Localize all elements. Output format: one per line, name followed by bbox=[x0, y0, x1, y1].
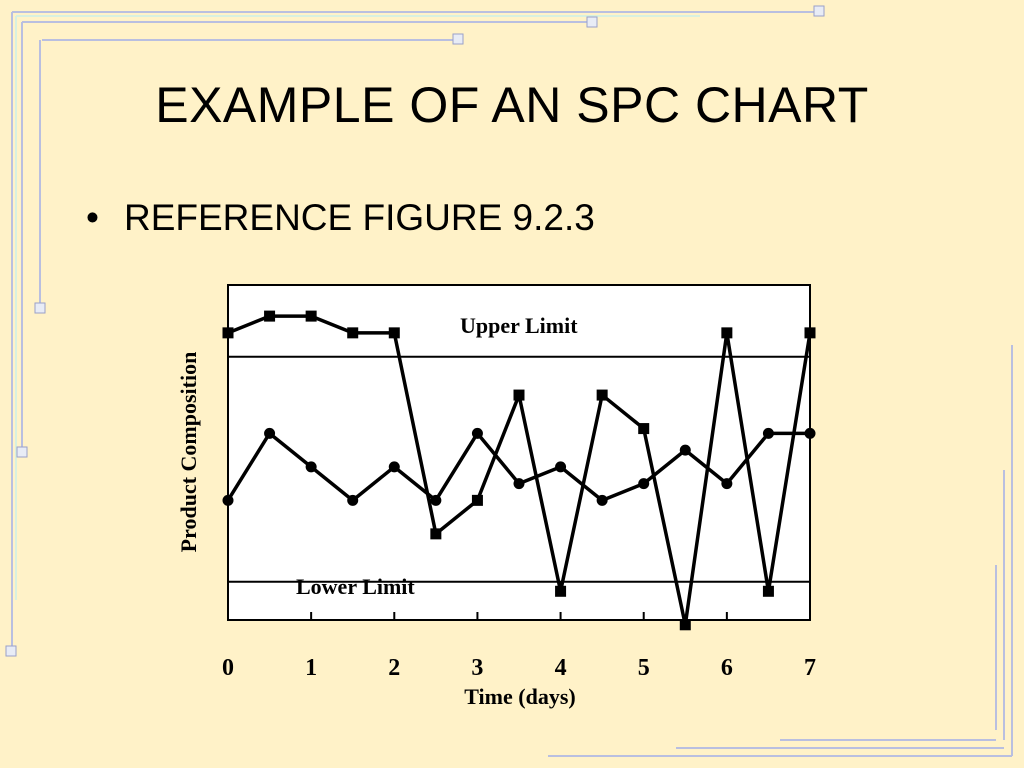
data-point-square bbox=[804, 327, 816, 339]
x-axis-label: Time (days) bbox=[464, 684, 575, 709]
data-point-circle bbox=[430, 494, 442, 506]
data-point-circle bbox=[762, 427, 774, 439]
bullet-text: REFERENCE FIGURE 9.2.3 bbox=[124, 197, 595, 238]
data-point-circle bbox=[513, 478, 525, 490]
frame-knot bbox=[16, 446, 28, 458]
data-point-circle bbox=[679, 444, 691, 456]
lower-limit-label: Lower Limit bbox=[296, 574, 415, 599]
x-tick-label: 0 bbox=[222, 655, 234, 681]
x-tick-label: 5 bbox=[638, 655, 650, 681]
bullet-dot: • bbox=[86, 197, 99, 238]
upper-limit-label: Upper Limit bbox=[460, 313, 578, 338]
plot-area bbox=[227, 284, 811, 621]
data-point-square bbox=[721, 327, 733, 339]
data-point-square bbox=[430, 528, 442, 540]
data-point-circle bbox=[555, 461, 567, 473]
data-point-square bbox=[471, 494, 483, 506]
frame-knot bbox=[586, 16, 598, 28]
data-point-circle bbox=[471, 427, 483, 439]
data-point-square bbox=[264, 310, 276, 322]
frame-knot bbox=[34, 302, 46, 314]
data-point-circle bbox=[804, 427, 816, 439]
data-point-square bbox=[347, 327, 359, 339]
data-point-square bbox=[513, 389, 525, 401]
x-tick-label: 1 bbox=[305, 655, 317, 681]
data-point-square bbox=[305, 310, 317, 322]
frame-knot bbox=[813, 5, 825, 17]
data-point-circle bbox=[638, 478, 650, 490]
data-point-square bbox=[762, 585, 774, 597]
data-point-circle bbox=[347, 494, 359, 506]
data-point-circle bbox=[388, 461, 400, 473]
x-tick-label: 7 bbox=[804, 655, 816, 681]
data-point-circle bbox=[222, 494, 234, 506]
frame-knot bbox=[5, 645, 17, 657]
data-point-square bbox=[555, 585, 567, 597]
data-point-square bbox=[638, 423, 650, 435]
slide-title: EXAMPLE OF AN SPC CHART bbox=[155, 77, 869, 133]
data-point-circle bbox=[721, 478, 733, 490]
x-tick-label: 2 bbox=[388, 655, 400, 681]
data-point-circle bbox=[596, 494, 608, 506]
data-point-circle bbox=[305, 461, 317, 473]
data-point-square bbox=[388, 327, 400, 339]
x-tick-label: 6 bbox=[721, 655, 733, 681]
x-tick-label: 3 bbox=[471, 655, 483, 681]
data-point-square bbox=[596, 389, 608, 401]
bullet-item: • REFERENCE FIGURE 9.2.3 bbox=[86, 197, 595, 239]
y-axis-label: Product Composition bbox=[176, 352, 201, 553]
x-tick-label: 4 bbox=[555, 655, 567, 681]
frame-knot bbox=[452, 33, 464, 45]
data-point-circle bbox=[264, 427, 276, 439]
data-point-square bbox=[679, 619, 691, 631]
data-point-square bbox=[222, 327, 234, 339]
